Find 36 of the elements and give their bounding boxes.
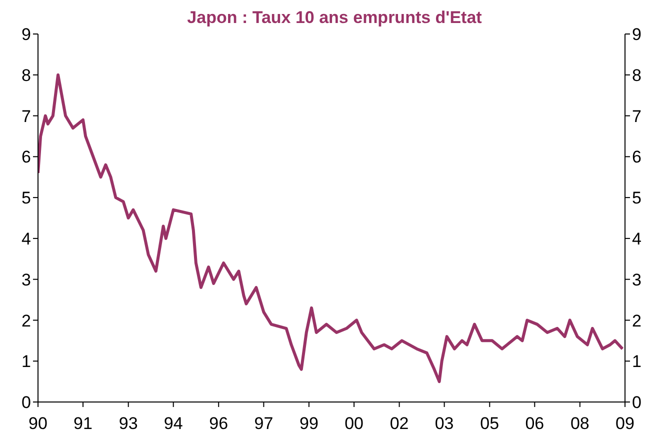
y2-tick-label: 6 bbox=[632, 148, 642, 167]
x-tick-label: 00 bbox=[344, 414, 364, 434]
line-series bbox=[38, 73, 624, 384]
y2-tick-label: 4 bbox=[632, 229, 642, 248]
x-tick-label: 97 bbox=[254, 414, 274, 434]
y-tick-label: 5 bbox=[22, 188, 31, 208]
x-tick-label: 94 bbox=[164, 414, 183, 434]
y-tick-label: 7 bbox=[22, 106, 31, 126]
y2-tick-label: 2 bbox=[632, 311, 642, 330]
y2-tick-label: 5 bbox=[632, 188, 642, 208]
y-tick-label: 8 bbox=[22, 66, 31, 85]
y2-tick-label: 9 bbox=[632, 25, 642, 44]
y2-tick-label: 0 bbox=[632, 393, 642, 412]
x-tick-label: 90 bbox=[28, 414, 48, 434]
y-tick-label: 9 bbox=[22, 25, 31, 44]
y-tick-label: 2 bbox=[22, 311, 31, 330]
x-tick-label: 96 bbox=[209, 414, 228, 434]
y-tick-label: 6 bbox=[22, 148, 31, 167]
y-tick-label: 1 bbox=[22, 352, 31, 372]
y-tick-label: 3 bbox=[22, 270, 31, 290]
y2-tick-label: 8 bbox=[632, 66, 642, 85]
x-tick-label: 93 bbox=[118, 414, 138, 434]
x-tick-label: 03 bbox=[434, 414, 454, 434]
x-tick-label: 09 bbox=[616, 414, 634, 434]
y-tick-label: 0 bbox=[22, 393, 31, 412]
x-tick-label: 05 bbox=[480, 414, 500, 434]
x-tick-label: 02 bbox=[390, 414, 409, 434]
x-tick-label: 06 bbox=[525, 414, 544, 434]
y-tick-label: 4 bbox=[22, 229, 31, 248]
y2-tick-label: 7 bbox=[632, 106, 642, 126]
chart-title: Japon : Taux 10 ans emprunts d'Etat bbox=[187, 8, 482, 27]
y2-tick-label: 1 bbox=[632, 352, 642, 372]
x-tick-label: 99 bbox=[299, 414, 318, 434]
x-tick-label: 91 bbox=[74, 414, 92, 434]
x-tick-label: 08 bbox=[570, 414, 590, 434]
y2-tick-label: 3 bbox=[632, 270, 642, 290]
